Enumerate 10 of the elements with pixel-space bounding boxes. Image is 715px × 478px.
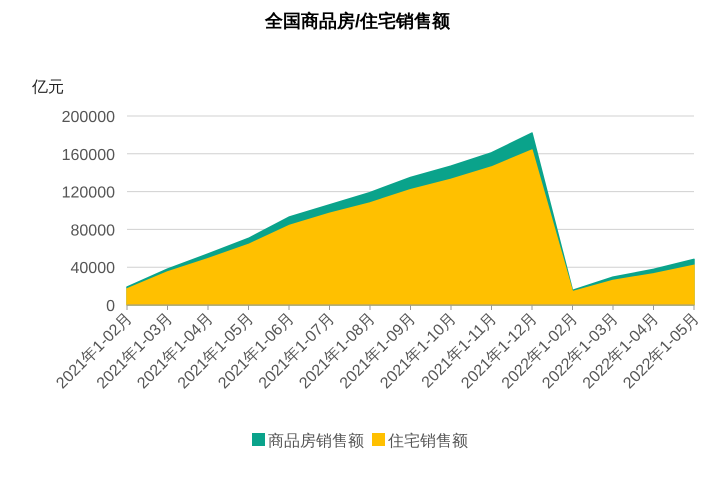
- legend-label: 商品房销售额: [268, 432, 364, 450]
- y-tick-label: 0: [106, 298, 116, 315]
- y-axis-title: 亿元: [31, 79, 64, 96]
- y-tick-label: 160000: [62, 146, 116, 164]
- chart-title: 全国商品房/住宅销售额: [264, 11, 451, 31]
- y-tick-label: 200000: [62, 109, 116, 126]
- y-tick-label: 40000: [70, 260, 116, 278]
- y-tick-label: 80000: [70, 222, 116, 240]
- y-tick-label: 120000: [62, 184, 116, 202]
- legend-label: 住宅销售额: [387, 432, 468, 450]
